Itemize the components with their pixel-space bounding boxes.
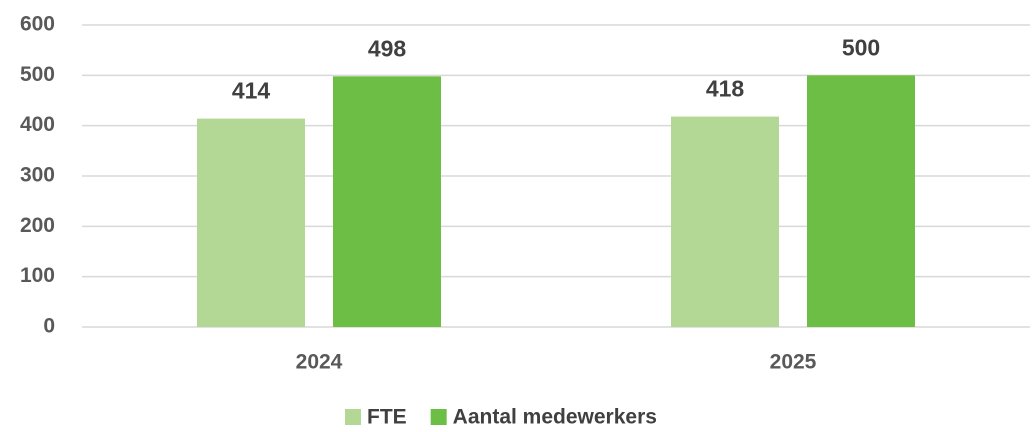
- y-tick-label: 300: [20, 164, 55, 187]
- bar: [333, 76, 441, 327]
- y-tick-label: 0: [43, 315, 55, 338]
- data-label: 414: [232, 78, 271, 104]
- y-tick-label: 500: [20, 63, 55, 86]
- y-tick-label: 400: [20, 113, 55, 136]
- legend-swatch: [430, 409, 447, 425]
- bar: [671, 116, 779, 328]
- y-tick-label: 100: [20, 264, 55, 287]
- data-label: 498: [368, 35, 407, 61]
- legend-label: Aantal medewerkers: [453, 406, 657, 429]
- y-tick-label: 600: [20, 13, 55, 36]
- y-tick-label: 200: [20, 214, 55, 237]
- legend-swatch: [345, 409, 361, 425]
- bar: [807, 75, 915, 327]
- legend-label: FTE: [367, 406, 407, 429]
- data-label: 500: [842, 34, 880, 60]
- bar: [197, 118, 305, 328]
- data-label: 418: [706, 76, 745, 102]
- x-tick-label: 2025: [770, 351, 817, 374]
- x-tick-label: 2024: [296, 351, 343, 374]
